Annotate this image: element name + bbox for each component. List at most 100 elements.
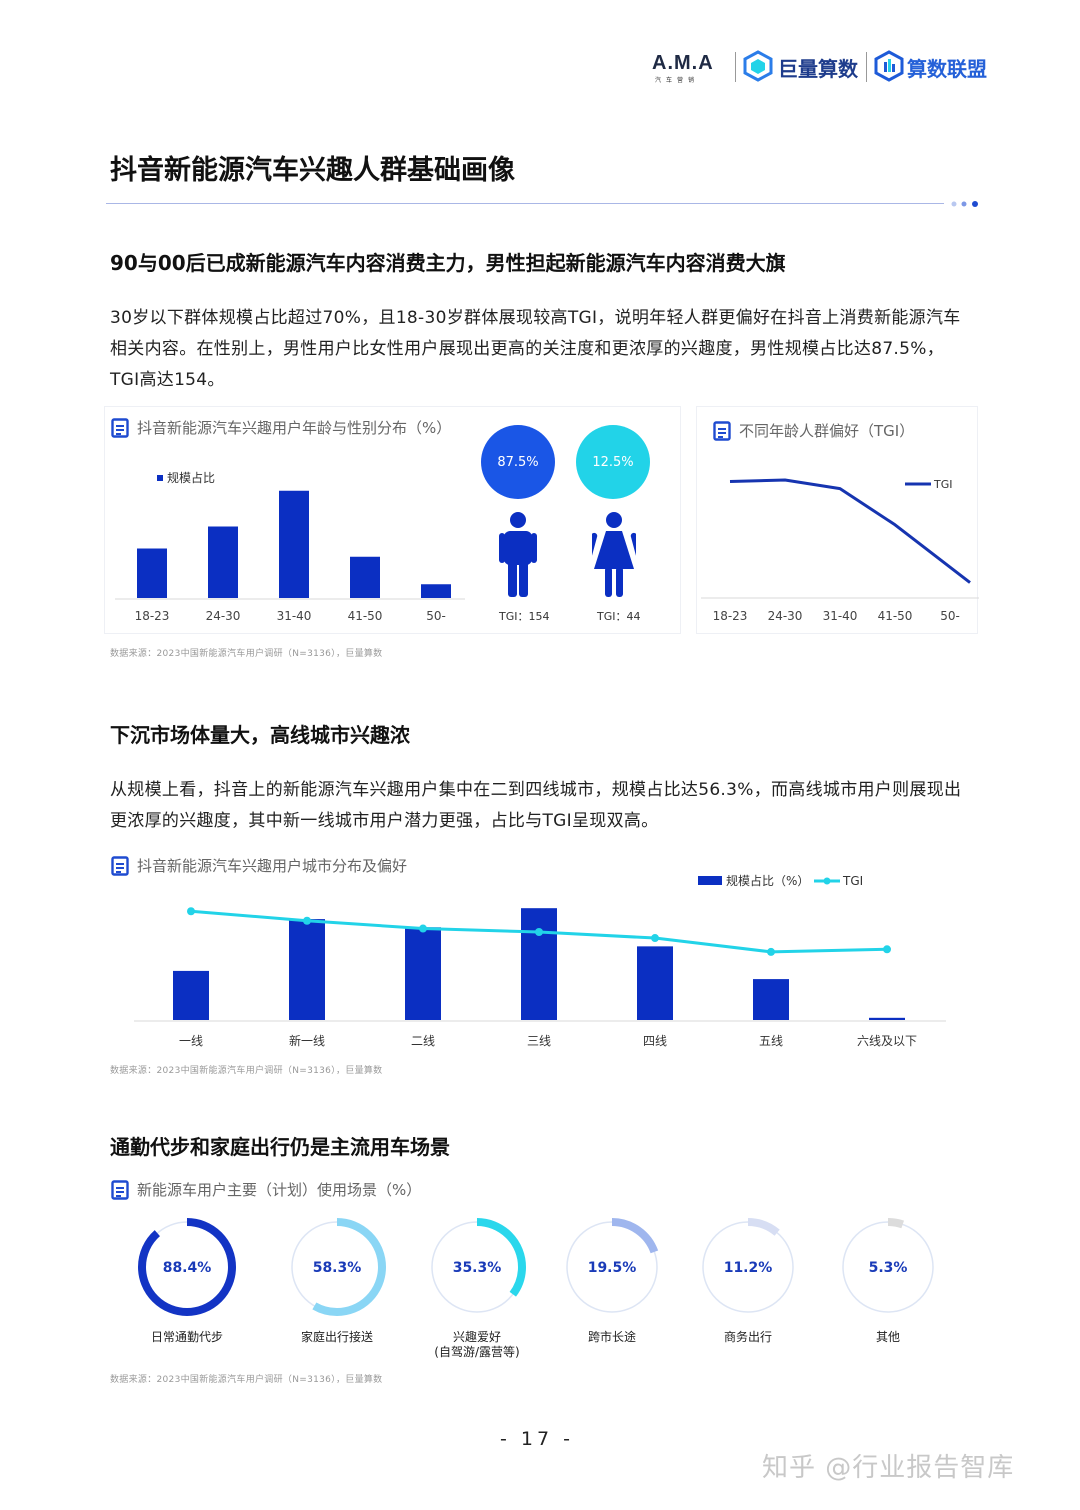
city-bar bbox=[173, 970, 209, 1020]
page-title: 抖音新能源汽车兴趣人群基础画像 bbox=[110, 155, 515, 186]
donut-category-label: 其他 bbox=[876, 1330, 900, 1344]
donut-category-label: (自驾游/露营等) bbox=[434, 1345, 519, 1359]
document-icon bbox=[111, 1179, 129, 1200]
section2-source: 数据来源：2023中国新能源汽车用户调研（N=3136），巨量算数 bbox=[110, 1066, 383, 1076]
legend-swatch-share bbox=[698, 876, 722, 885]
donut-value-label: 58.3% bbox=[313, 1260, 362, 1276]
watermark: 知乎 @行业报告智库 bbox=[762, 1453, 1015, 1483]
tgi-series-line bbox=[729, 478, 971, 584]
card-title: 新能源车用户主要（计划）使用场景（%） bbox=[137, 1181, 422, 1199]
x-tick-label: 41-50 bbox=[878, 609, 913, 623]
card-header: 不同年龄人群偏好（TGI） bbox=[713, 420, 914, 441]
legend-label: 规模占比 bbox=[167, 470, 215, 485]
donut-value-label: 88.4% bbox=[163, 1260, 212, 1276]
female-icon bbox=[592, 512, 636, 597]
lianmeng-logo-text: 算数联盟 bbox=[907, 57, 987, 81]
x-tick-label: 六线及以下 bbox=[857, 1034, 917, 1048]
x-tick-label: 18-23 bbox=[135, 609, 170, 623]
city-bar bbox=[869, 1017, 905, 1020]
card-title: 不同年龄人群偏好（TGI） bbox=[739, 422, 915, 440]
section2-paragraph: 从规模上看，抖音上的新能源汽车兴趣用户集中在二到四线城市，规模占比达56.3%，… bbox=[110, 780, 962, 831]
legend-label-tgi: TGI bbox=[842, 874, 863, 888]
x-tick-label: 四线 bbox=[643, 1034, 667, 1048]
logo-divider bbox=[866, 52, 867, 82]
x-tick-label: 41-50 bbox=[348, 609, 383, 623]
tgi-point bbox=[651, 934, 659, 943]
x-tick-label: 一线 bbox=[179, 1034, 203, 1048]
city-bar bbox=[405, 927, 441, 1020]
donut-category-label: 家庭出行接送 bbox=[301, 1329, 373, 1344]
age-bar bbox=[208, 526, 238, 598]
male-share-circle: 87.5% bbox=[481, 425, 555, 499]
divider-dots bbox=[951, 201, 978, 207]
legend-marker-tgi bbox=[823, 877, 831, 885]
donut-value-label: 5.3% bbox=[869, 1260, 908, 1276]
x-tick-label: 新一线 bbox=[289, 1033, 325, 1048]
x-tick-label: 三线 bbox=[527, 1034, 551, 1048]
x-tick-label: 31-40 bbox=[277, 609, 312, 623]
x-tick-label: 24-30 bbox=[206, 609, 241, 623]
donut-category-label: 商务出行 bbox=[724, 1329, 772, 1344]
donut-arc bbox=[288, 1218, 386, 1316]
document-icon bbox=[111, 417, 129, 438]
age-gender-card: 抖音新能源汽车兴趣用户年龄与性别分布（%） 规模占比 18-23 24-30 31-… bbox=[104, 406, 681, 634]
section1-title: 90与00后已成新能源汽车内容消费主力，男性担起新能源汽车内容消费大旗 bbox=[110, 251, 786, 275]
donut-value-label: 11.2% bbox=[724, 1260, 773, 1276]
tgi-point bbox=[187, 907, 195, 916]
donut-category-label: 跨市长途 bbox=[588, 1329, 636, 1344]
x-tick-label: 50- bbox=[940, 609, 960, 623]
city-bar bbox=[753, 979, 789, 1020]
section1-paragraph: 30岁以下群体规模占比超过70%，且18-30岁群体展现较高TGI，说明年轻人群… bbox=[110, 308, 961, 390]
x-tick-label: 18-23 bbox=[713, 609, 748, 623]
section2-title: 下沉市场体量大，高线城市兴趣浓 bbox=[110, 723, 410, 747]
page-number: - 17 - bbox=[500, 1428, 574, 1450]
age-bar-chart: 规模占比 18-23 24-30 31-40 41-50 50- bbox=[115, 470, 465, 623]
juliang-logo-icon bbox=[743, 50, 773, 82]
donut-arc bbox=[428, 1218, 526, 1316]
age-bar bbox=[350, 556, 380, 598]
donut-arc bbox=[563, 1218, 661, 1316]
title-divider bbox=[106, 203, 944, 204]
x-tick-label: 二线 bbox=[411, 1034, 435, 1048]
donut-arc bbox=[839, 1218, 937, 1316]
section3-title: 通勤代步和家庭出行仍是主流用车场景 bbox=[110, 1135, 450, 1159]
legend-label: TGI bbox=[933, 478, 953, 491]
donut-value-label: 19.5% bbox=[588, 1260, 637, 1276]
document-icon bbox=[111, 855, 129, 876]
usage-scenario-donuts: 88.4% 日常通勤代步 58.3% 家庭出行接送 35.3% 兴趣爱好(自驾游/露营等)… bbox=[138, 1218, 937, 1359]
card-title: 抖音新能源汽车兴趣用户城市分布及偏好 bbox=[137, 857, 408, 875]
x-tick-label: 五线 bbox=[759, 1034, 783, 1048]
tgi-point bbox=[419, 924, 427, 933]
tgi-point bbox=[535, 928, 543, 936]
tgi-point bbox=[767, 947, 775, 956]
male-icon bbox=[499, 512, 537, 597]
city-combo-chart: 规模占比（%） TGI 一线 新一线 二线 三线 四线 五线 六线及以下 bbox=[134, 873, 946, 1048]
age-bar bbox=[137, 548, 167, 598]
female-share-circle: 12.5% bbox=[576, 425, 650, 499]
x-tick-label: 50- bbox=[426, 609, 446, 623]
lianmeng-logo-icon bbox=[874, 50, 904, 82]
city-bar bbox=[521, 908, 557, 1020]
card-header: 抖音新能源汽车兴趣用户年龄与性别分布（%） bbox=[111, 417, 451, 438]
section1-source: 数据来源：2023中国新能源汽车用户调研（N=3136），巨量算数 bbox=[110, 649, 383, 659]
age-tgi-card: 不同年龄人群偏好（TGI） TGI 18-23 24-30 31-40 41-50 50… bbox=[696, 406, 979, 634]
age-bar bbox=[421, 584, 451, 598]
donut-value-label: 35.3% bbox=[453, 1260, 502, 1276]
scenario-card-header: 新能源车用户主要（计划）使用场景（%） bbox=[111, 1179, 421, 1200]
document-icon bbox=[713, 420, 731, 441]
female-tgi: TGI：44 bbox=[597, 610, 641, 623]
section3-source: 数据来源：2023中国新能源汽车用户调研（N=3136），巨量算数 bbox=[110, 1375, 383, 1385]
age-bar bbox=[279, 490, 309, 598]
male-share-value: 87.5% bbox=[497, 454, 539, 470]
city-bar bbox=[637, 946, 673, 1020]
legend-swatch bbox=[157, 475, 163, 481]
tgi-point bbox=[303, 916, 311, 925]
x-tick-label: 24-30 bbox=[768, 609, 803, 623]
logo-divider bbox=[735, 52, 736, 82]
donut-arc bbox=[699, 1218, 797, 1316]
donut-arc bbox=[138, 1218, 236, 1316]
tgi-line-chart: TGI 18-23 24-30 31-40 41-50 50- bbox=[701, 478, 979, 623]
donut-category-label: 兴趣爱好 bbox=[453, 1329, 501, 1344]
city-card-header: 抖音新能源汽车兴趣用户城市分布及偏好 bbox=[111, 855, 407, 876]
donut-category-label: 日常通勤代步 bbox=[151, 1330, 223, 1344]
